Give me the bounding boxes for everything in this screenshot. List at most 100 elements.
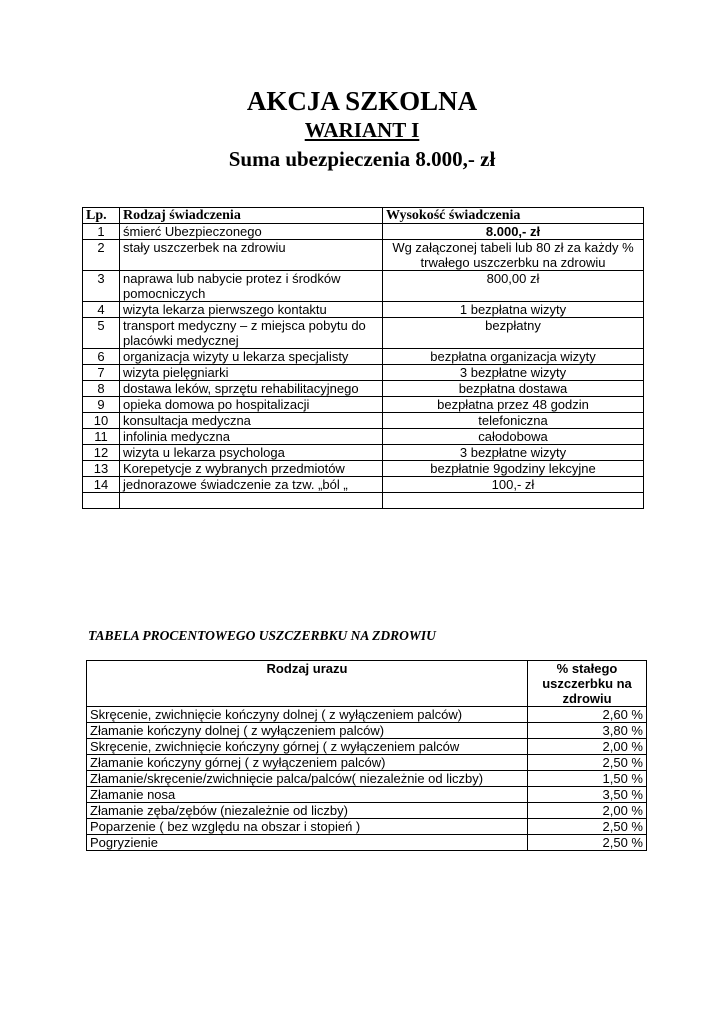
cell-lp: 14 <box>82 476 120 493</box>
cell-type: śmierć Ubezpieczonego <box>119 223 383 240</box>
benefits-table: Lp. Rodzaj świadczenia Wysokość świadcze… <box>82 207 644 509</box>
table-row: 2 stały uszczerbek na zdrowiu Wg załączone… <box>82 239 644 271</box>
cell-type: transport medyczny – z miejsca pobytu do… <box>119 317 383 349</box>
cell-injury: Złamanie kończyny górnej ( z wyłączeniem… <box>86 754 528 771</box>
table-row: Złamanie nosa 3,50 % <box>86 786 647 803</box>
cell-lp: 11 <box>82 428 120 445</box>
cell-type: Korepetycje z wybranych przedmiotów <box>119 460 383 477</box>
table-row: 4 wizyta lekarza pierwszego kontaktu 1 bez… <box>82 301 644 318</box>
cell-percent: 2,50 % <box>527 818 647 835</box>
table-row: Złamanie kończyny dolnej ( z wyłączeniem… <box>86 722 647 739</box>
document-title: AKCJA SZKOLNA <box>246 86 478 116</box>
cell-percent: 3,80 % <box>527 722 647 739</box>
cell-percent: 2,50 % <box>527 834 647 851</box>
cell-lp: 4 <box>82 301 120 318</box>
cell-amount: 1 bezpłatna wizyty <box>382 301 644 318</box>
cell-amount: bezpłatny <box>382 317 644 349</box>
cell-amount: bezpłatna organizacja wizyty <box>382 348 644 365</box>
cell-injury: Pogryzienie <box>86 834 528 851</box>
cell-type: stały uszczerbek na zdrowiu <box>119 239 383 271</box>
cell-amount: bezpłatnie 9godziny lekcyjne <box>382 460 644 477</box>
cell-injury: Złamanie kończyny dolnej ( z wyłączeniem… <box>86 722 528 739</box>
table-row <box>82 492 644 509</box>
cell-type: wizyta lekarza pierwszego kontaktu <box>119 301 383 318</box>
cell-lp: 12 <box>82 444 120 461</box>
table-row: 5 transport medyczny – z miejsca pobytu d… <box>82 317 644 349</box>
table-row: 1 śmierć Ubezpieczonego 8.000,- zł <box>82 223 644 240</box>
table-row: Złamanie kończyny górnej ( z wyłączeniem… <box>86 754 647 771</box>
table-row: 11 infolinia medyczna całodobowa <box>82 428 644 445</box>
cell-percent: 2,50 % <box>527 754 647 771</box>
cell-injury: Złamanie zęba/zębów (niezależnie od licz… <box>86 802 528 819</box>
table-row: 10 konsultacja medyczna telefoniczna <box>82 412 644 429</box>
table-row: Złamanie zęba/zębów (niezależnie od licz… <box>86 802 647 819</box>
table-row: 3 naprawa lub nabycie protez i środków po… <box>82 270 644 302</box>
cell-type: jednorazowe świadczenie za tzw. „ból „ <box>119 476 383 493</box>
injury-table-header: Rodzaj urazu % stałego uszczerbku na zdr… <box>86 660 647 707</box>
injury-table: Rodzaj urazu % stałego uszczerbku na zdr… <box>86 660 647 851</box>
cell-type: infolinia medyczna <box>119 428 383 445</box>
cell-lp: 9 <box>82 396 120 413</box>
cell-percent: 2,00 % <box>527 738 647 755</box>
table-row: Pogryzienie 2,50 % <box>86 834 647 851</box>
cell-amount: 8.000,- zł <box>382 223 644 240</box>
header-amount: Wysokość świadczenia <box>382 207 644 224</box>
cell-type: naprawa lub nabycie protez i środków pom… <box>119 270 383 302</box>
cell-type: dostawa leków, sprzętu rehabilitacyjnego <box>119 380 383 397</box>
cell-lp: 2 <box>82 239 120 271</box>
injury-table-heading: TABELA PROCENTOWEGO USZCZERBKU NA ZDROWI… <box>88 628 436 643</box>
cell-type: konsultacja medyczna <box>119 412 383 429</box>
table-row: 12 wizyta u lekarza psychologa 3 bezpłatne… <box>82 444 644 461</box>
table-row: Poparzenie ( bez względu na obszar i sto… <box>86 818 647 835</box>
cell-lp: 6 <box>82 348 120 365</box>
cell-lp: 1 <box>82 223 120 240</box>
cell-percent: 2,60 % <box>527 706 647 723</box>
sum-insured: Suma ubezpieczenia 8.000,- zł <box>228 147 496 171</box>
cell-lp: 7 <box>82 364 120 381</box>
table-row: 6 organizacja wizyty u lekarza specjalist… <box>82 348 644 365</box>
table-row: 9 opieka domowa po hospitalizacji bezpłatn… <box>82 396 644 413</box>
cell-percent: 2,00 % <box>527 802 647 819</box>
benefits-table-header: Lp. Rodzaj świadczenia Wysokość świadcze… <box>82 207 644 224</box>
cell-lp: 10 <box>82 412 120 429</box>
cell-injury: Skręcenie, zwichnięcie kończyny dolnej (… <box>86 706 528 723</box>
cell-amount: 3 bezpłatne wizyty <box>382 364 644 381</box>
table-row: Skręcenie, zwichnięcie kończyny górnej (… <box>86 738 647 755</box>
cell-amount: bezpłatna dostawa <box>382 380 644 397</box>
variant-label: WARIANT I <box>304 118 420 142</box>
table-row: 7 wizyta pielęgniarki 3 bezpłatne wizyty <box>82 364 644 381</box>
cell-type: wizyta pielęgniarki <box>119 364 383 381</box>
cell-amount <box>382 492 644 509</box>
header-percent: % stałego uszczerbku na zdrowiu <box>527 660 647 707</box>
cell-amount: całodobowa <box>382 428 644 445</box>
cell-type: opieka domowa po hospitalizacji <box>119 396 383 413</box>
cell-percent: 1,50 % <box>527 770 647 787</box>
cell-type: wizyta u lekarza psychologa <box>119 444 383 461</box>
table-row: 8 dostawa leków, sprzętu rehabilitacyjneg… <box>82 380 644 397</box>
header-type: Rodzaj świadczenia <box>119 207 383 224</box>
table-row: Złamanie/skręcenie/zwichnięcie palca/pal… <box>86 770 647 787</box>
cell-amount: 3 bezpłatne wizyty <box>382 444 644 461</box>
cell-lp: 5 <box>82 317 120 349</box>
cell-amount: 800,00 zł <box>382 270 644 302</box>
cell-amount: bezpłatna przez 48 godzin <box>382 396 644 413</box>
cell-injury: Złamanie nosa <box>86 786 528 803</box>
cell-lp: 13 <box>82 460 120 477</box>
header-lp: Lp. <box>82 207 120 224</box>
cell-percent: 3,50 % <box>527 786 647 803</box>
cell-type: organizacja wizyty u lekarza specjalisty <box>119 348 383 365</box>
table-row: 14 jednorazowe świadczenie za tzw. „ból „… <box>82 476 644 493</box>
cell-injury: Poparzenie ( bez względu na obszar i sto… <box>86 818 528 835</box>
table-row: 13 Korepetycje z wybranych przedmiotów bez… <box>82 460 644 477</box>
cell-amount: Wg załączonej tabeli lub 80 zł za każdy … <box>382 239 644 271</box>
cell-type <box>119 492 383 509</box>
cell-injury: Skręcenie, zwichnięcie kończyny górnej (… <box>86 738 528 755</box>
cell-amount: telefoniczna <box>382 412 644 429</box>
cell-lp: 8 <box>82 380 120 397</box>
cell-amount: 100,- zł <box>382 476 644 493</box>
table-row: Skręcenie, zwichnięcie kończyny dolnej (… <box>86 706 647 723</box>
cell-lp <box>82 492 120 509</box>
cell-injury: Złamanie/skręcenie/zwichnięcie palca/pal… <box>86 770 528 787</box>
cell-lp: 3 <box>82 270 120 302</box>
header-injury: Rodzaj urazu <box>86 660 528 707</box>
